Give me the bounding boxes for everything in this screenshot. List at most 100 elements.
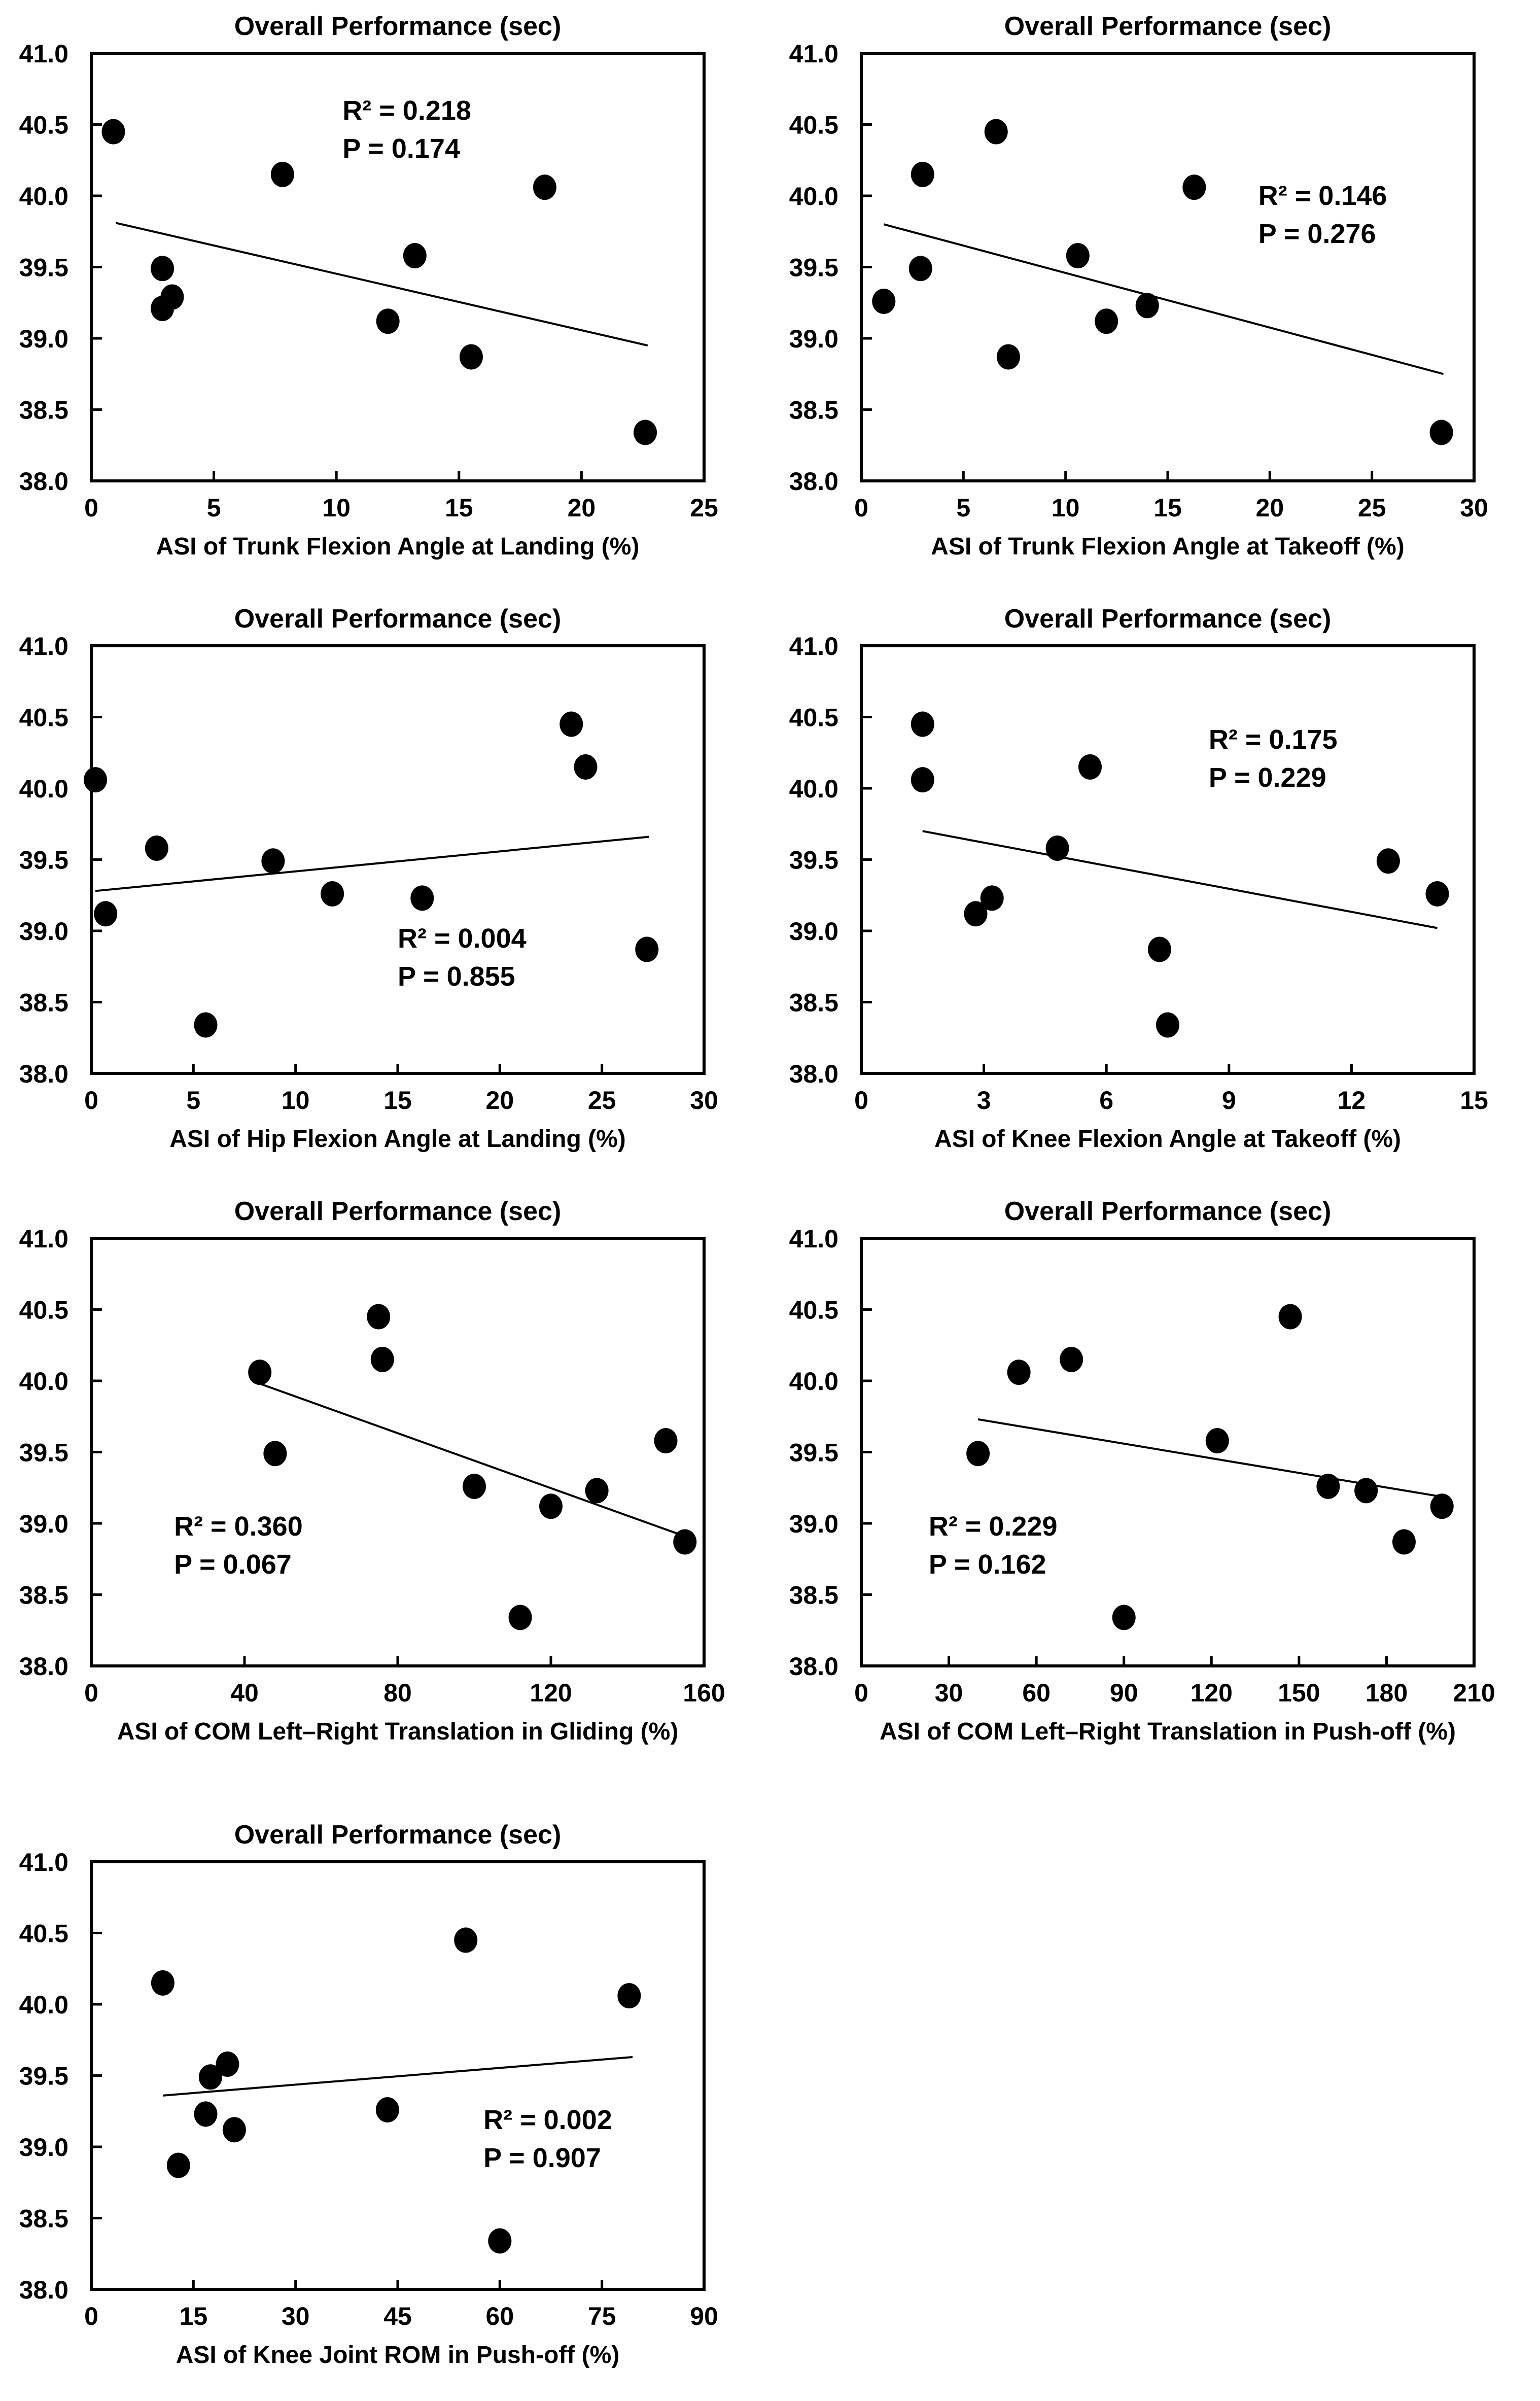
plot-border — [90, 52, 706, 482]
x-tick-label: 40 — [230, 1679, 259, 1707]
y-tick-label: 40.0 — [789, 182, 838, 211]
x-tick-label: 25 — [588, 1086, 616, 1115]
data-point — [488, 2228, 512, 2254]
data-point — [539, 1493, 563, 1519]
y-tick-label: 40.0 — [19, 182, 68, 211]
x-tick-label: 9 — [1222, 1086, 1236, 1115]
y-tick-label: 40.0 — [19, 1367, 68, 1396]
y-tick-label: 41.0 — [19, 1225, 68, 1253]
x-axis-title: ASI of Trunk Flexion Angle at Landing (%… — [156, 533, 640, 560]
data-point — [151, 256, 174, 282]
scatter-plot-knee-rom-pushoff: Overall Performance (sec) 41.0 40.5 40.0 39… — [0, 1808, 770, 2401]
chart-title: Overall Performance (sec) — [234, 1197, 562, 1226]
x-tick-label: 0 — [84, 494, 98, 522]
x-tick-label: 160 — [683, 1679, 725, 1707]
p-value: P = 0.229 — [1208, 762, 1326, 793]
x-axis-title: ASI of COM Left–Right Translation in Gli… — [117, 1718, 679, 1745]
x-tick-label: 45 — [383, 2302, 412, 2330]
data-point — [911, 161, 934, 187]
r-squared-value: R² = 0.229 — [928, 1511, 1058, 1542]
p-value: P = 0.174 — [342, 133, 460, 164]
trend-line — [259, 1382, 689, 1539]
data-point — [321, 881, 344, 907]
data-point — [872, 288, 896, 314]
plot-area: 41.0 40.5 40.0 39.5 39.0 38.5 38.0 0 30 60 90 120 15… — [789, 1225, 1495, 1707]
plot-border — [860, 644, 1476, 1075]
data-point — [1095, 308, 1118, 334]
data-point — [1392, 1529, 1416, 1555]
p-value: P = 0.855 — [398, 961, 515, 992]
stats-annotation: R² = 0.218 P = 0.174 — [342, 92, 471, 168]
data-point — [1078, 754, 1102, 780]
data-point — [151, 1970, 174, 1996]
x-tick-label: 6 — [1099, 1086, 1113, 1115]
data-point — [459, 344, 483, 370]
x-tick-label: 180 — [1366, 1679, 1408, 1707]
data-point — [375, 2097, 399, 2122]
p-value: P = 0.067 — [174, 1549, 292, 1580]
x-tick-label: 5 — [956, 494, 970, 522]
data-point — [996, 344, 1020, 370]
data-point — [911, 767, 934, 793]
chart-title: Overall Performance (sec) — [1004, 12, 1332, 41]
data-point — [1205, 1428, 1229, 1454]
data-point — [1278, 1304, 1302, 1330]
data-point — [1316, 1473, 1340, 1499]
data-point — [617, 1983, 641, 2009]
r-squared-value: R² = 0.360 — [174, 1511, 303, 1542]
r-squared-value: R² = 0.146 — [1258, 181, 1387, 212]
y-tick-label: 39.5 — [789, 254, 838, 282]
y-tick-label: 39.0 — [789, 1510, 838, 1538]
x-tick-label: 75 — [588, 2302, 616, 2330]
trend-line — [115, 222, 648, 346]
data-point — [376, 308, 400, 334]
data-point — [270, 161, 294, 187]
y-tick-label: 38.5 — [789, 396, 838, 425]
y-tick-label: 39.0 — [789, 917, 838, 946]
chart-title: Overall Performance (sec) — [1004, 1197, 1332, 1226]
data-point — [145, 836, 168, 861]
plot-area: 41.0 40.5 40.0 39.5 39.0 38.5 38.0 0 3 6 9 12 15 — [789, 632, 1488, 1115]
y-tick-label: 39.0 — [19, 917, 68, 946]
x-tick-label: 15 — [1153, 494, 1182, 522]
chart-title: Overall Performance (sec) — [234, 1820, 562, 1850]
y-tick-label: 39.5 — [19, 1439, 68, 1467]
data-point — [559, 711, 583, 737]
r-squared-value: R² = 0.002 — [483, 2105, 612, 2136]
chart-title: Overall Performance (sec) — [1004, 604, 1332, 634]
data-point — [248, 1360, 272, 1385]
data-point — [101, 119, 125, 145]
data-point — [94, 901, 118, 927]
y-tick-label: 39.0 — [19, 325, 68, 353]
data-point — [1007, 1360, 1031, 1385]
x-tick-label: 15 — [1460, 1086, 1488, 1115]
x-axis-title: ASI of COM Left–Right Translation in Pus… — [880, 1718, 1456, 1745]
data-point — [654, 1428, 678, 1454]
y-tick-label: 38.5 — [19, 2205, 68, 2233]
data-point — [410, 885, 434, 911]
scatter-plot-com-translation-pushoff: Overall Performance (sec) 41.0 40.5 40.0 39… — [770, 1185, 1540, 1778]
r-squared-value: R² = 0.175 — [1208, 724, 1338, 755]
scatter-plot-trunk-flexion-takeoff: Overall Performance (sec) 41.0 40.5 40.0 39… — [770, 0, 1540, 593]
data-point — [1060, 1346, 1083, 1372]
x-tick-label: 60 — [486, 2302, 514, 2330]
data-point — [980, 885, 1004, 911]
x-tick-label: 150 — [1278, 1679, 1320, 1707]
x-tick-label: 20 — [568, 494, 596, 522]
data-point — [263, 1441, 287, 1467]
y-tick-label: 39.0 — [19, 1510, 68, 1538]
x-axis-title: ASI of Trunk Flexion Angle at Takeoff (%… — [931, 533, 1405, 560]
plot-border — [860, 1237, 1476, 1667]
p-value: P = 0.276 — [1258, 219, 1376, 250]
plot-area: 41.0 40.5 40.0 39.5 39.0 38.5 38.0 0 5 10 15 20 25 — [19, 40, 718, 522]
y-tick-label: 40.5 — [789, 704, 838, 732]
data-point — [673, 1529, 697, 1555]
plot-border — [90, 1860, 706, 2291]
data-point — [508, 1605, 532, 1630]
y-tick-label: 41.0 — [19, 632, 68, 660]
plot-border — [90, 1237, 706, 1667]
x-tick-label: 15 — [180, 2302, 208, 2330]
y-tick-label: 40.0 — [19, 775, 68, 803]
x-tick-label: 10 — [282, 1086, 310, 1115]
x-tick-label: 30 — [282, 2302, 310, 2330]
